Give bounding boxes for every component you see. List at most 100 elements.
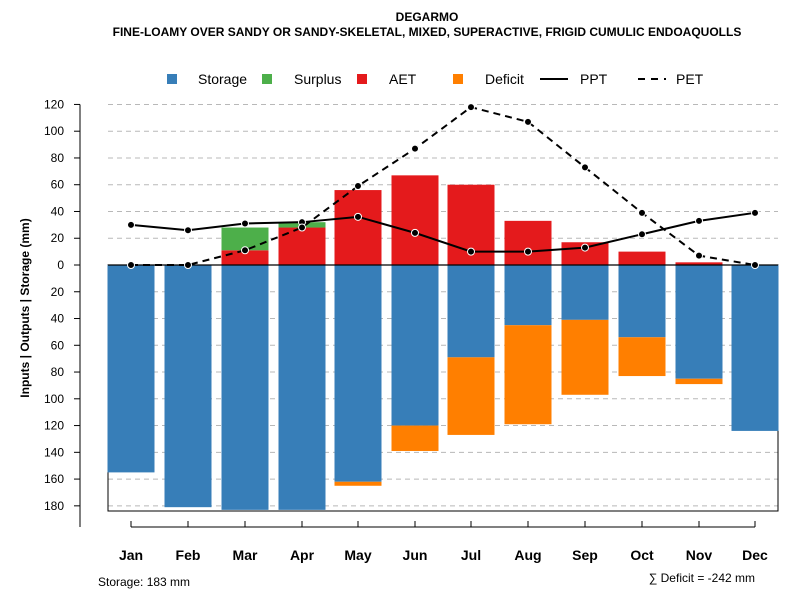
legend: Storage Surplus AET Deficit PPT PET: [167, 71, 704, 87]
legend-key-aet: [357, 74, 367, 84]
x-tick-label-mar: Mar: [233, 547, 258, 563]
y-tick-label: 0: [57, 258, 64, 272]
aet-bar-nov: [675, 262, 723, 265]
y-tick-label: 80: [51, 151, 65, 165]
storage-bar-apr: [278, 265, 326, 510]
x-tick-label-jun: Jun: [403, 547, 428, 563]
pet-point: [524, 117, 532, 126]
ppt-point: [184, 226, 192, 235]
storage-bar-may: [334, 265, 382, 482]
legend-key-surplus: [262, 74, 272, 84]
bars: [107, 175, 779, 512]
ppt-point: [524, 247, 532, 256]
deficit-bar-may: [334, 481, 382, 486]
storage-bar-aug: [504, 265, 552, 326]
x-tick-label-jan: Jan: [119, 547, 143, 563]
ppt-point: [354, 212, 362, 221]
y-tick-label: 60: [51, 178, 65, 192]
y-tick-label: 120: [44, 419, 64, 433]
legend-key-storage: [167, 74, 177, 84]
deficit-bar-jul: [447, 357, 495, 435]
aet-bar-oct: [618, 251, 666, 265]
x-tick-label-apr: Apr: [290, 547, 315, 563]
storage-bar-jan: [107, 265, 155, 473]
y-tick-label: 180: [44, 499, 64, 513]
legend-key-deficit: [453, 74, 463, 84]
storage-bar-mar: [221, 265, 269, 510]
aet-bar-jun: [391, 175, 439, 265]
legend-label-surplus: Surplus: [294, 71, 341, 87]
deficit-bar-jun: [391, 425, 439, 451]
ppt-point: [695, 216, 703, 225]
y-tick-label: 20: [51, 231, 65, 245]
storage-bar-jun: [391, 265, 439, 426]
y-tick-label: 60: [51, 338, 65, 352]
axes: 120 100 80 60 40 20 0 20 40 60 80 100 120 140 160 180 Ja…: [44, 97, 768, 563]
storage-bar-oct: [618, 265, 666, 338]
y-tick-label: 100: [44, 392, 64, 406]
x-tick-label-dec: Dec: [742, 547, 768, 563]
pet-point: [298, 223, 306, 232]
pet-point: [127, 261, 135, 269]
legend-label-pet: PET: [676, 71, 704, 87]
ppt-point: [751, 208, 759, 217]
x-tick-label-sep: Sep: [572, 547, 598, 563]
deficit-bar-aug: [504, 325, 552, 425]
y-tick-label: 100: [44, 124, 64, 138]
legend-label-aet: AET: [389, 71, 417, 87]
x-tick-label-feb: Feb: [176, 547, 201, 563]
storage-bar-dec: [731, 265, 779, 431]
gridlines: [108, 103, 778, 507]
storage-bar-nov: [675, 265, 723, 379]
y-tick-label: 40: [51, 204, 65, 218]
storage-note: Storage: 183 mm: [98, 575, 190, 589]
y-tick-label: 40: [51, 312, 65, 326]
x-tick-label-may: May: [344, 547, 371, 563]
ppt-point: [581, 243, 589, 252]
x-tick-label-oct: Oct: [630, 547, 654, 563]
pet-point: [467, 103, 475, 112]
storage-bar-jul: [447, 265, 495, 358]
legend-label-storage: Storage: [198, 71, 247, 87]
deficit-bar-sep: [561, 319, 609, 395]
ppt-point: [638, 230, 646, 239]
y-tick-label: 120: [44, 97, 64, 111]
ppt-point: [411, 228, 419, 237]
y-tick-label: 80: [51, 365, 65, 379]
pet-point: [184, 261, 192, 269]
legend-label-deficit: Deficit: [485, 71, 524, 87]
aet-bar-mar: [221, 250, 269, 265]
y-tick-label: 20: [51, 285, 65, 299]
y-tick-label: 160: [44, 472, 64, 486]
deficit-bar-oct: [618, 337, 666, 377]
pet-line: [131, 106, 756, 266]
chart-subtitle: FINE-LOAMY OVER SANDY OR SANDY-SKELETAL,…: [113, 25, 742, 39]
y-axis-label: Inputs | Outputs | Storage (mm): [18, 218, 32, 397]
deficit-bar-nov: [675, 378, 723, 385]
pet-point: [695, 251, 703, 260]
pet-point: [751, 261, 759, 269]
x-tick-label-nov: Nov: [686, 547, 713, 563]
legend-label-ppt: PPT: [580, 71, 608, 87]
aet-bar-aug: [504, 220, 552, 265]
ppt-point: [241, 219, 249, 228]
pet-point: [581, 163, 589, 172]
x-tick-label-jul: Jul: [461, 547, 481, 563]
surplus-bar-mar: [221, 227, 269, 251]
ppt-point: [467, 247, 475, 256]
storage-bar-feb: [164, 265, 212, 508]
ppt-line: [130, 211, 756, 253]
pet-point: [241, 246, 249, 255]
pet-point: [638, 208, 646, 217]
deficit-note: ∑ Deficit = -242 mm: [649, 571, 755, 585]
ppt-point: [127, 220, 135, 229]
x-tick-label-aug: Aug: [514, 547, 541, 563]
aet-bar-may: [334, 190, 382, 265]
pet-point: [411, 144, 419, 153]
pet-point: [354, 182, 362, 191]
storage-bar-sep: [561, 265, 609, 320]
y-tick-label: 140: [44, 445, 64, 459]
chart-title: DEGARMO: [396, 10, 459, 24]
lines: [127, 103, 759, 269]
